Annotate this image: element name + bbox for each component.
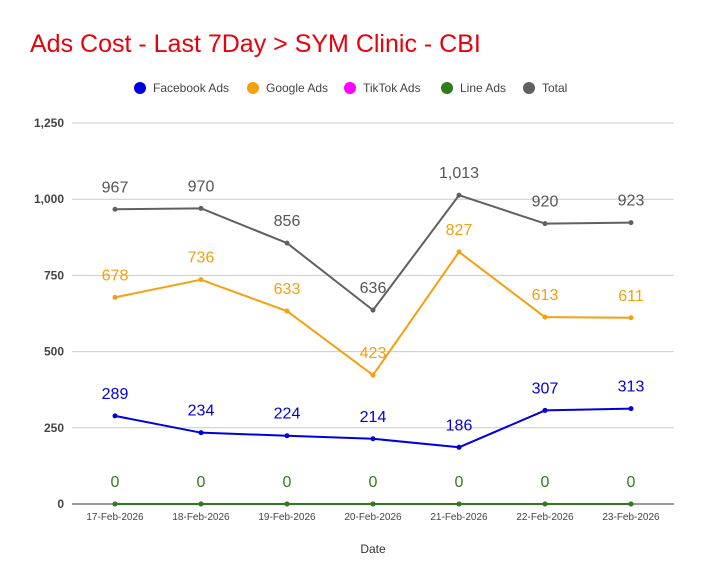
legend-item: Facebook Ads <box>134 81 229 95</box>
data-label: 636 <box>360 280 387 297</box>
data-label: 224 <box>274 406 301 423</box>
data-label: 313 <box>618 379 645 396</box>
data-point <box>284 308 290 314</box>
grid-lines <box>72 122 674 429</box>
series-total <box>112 192 634 313</box>
y-tick-label: 250 <box>44 421 64 435</box>
legend-swatch <box>247 82 259 94</box>
data-point <box>542 407 548 413</box>
data-label: 289 <box>102 386 129 403</box>
legend: Facebook Ads Google Ads TikTok Ads Line Ads… <box>134 81 567 95</box>
data-point <box>628 315 634 321</box>
axes: 0 250 500 750 1,000 1,250 17-Feb-2026 18-Feb-20… <box>34 116 674 523</box>
data-point <box>198 430 204 436</box>
data-label: 214 <box>360 409 387 426</box>
data-label: 611 <box>618 288 644 305</box>
data-label: 0 <box>455 474 464 491</box>
data-point <box>112 206 118 212</box>
series-line-ads <box>112 501 634 507</box>
data-label: 0 <box>197 474 206 491</box>
data-point <box>284 433 290 439</box>
data-point <box>542 501 548 507</box>
data-point <box>112 413 118 419</box>
data-label: 0 <box>283 474 292 491</box>
data-label: 0 <box>369 474 378 491</box>
x-tick-label: 18-Feb-2026 <box>172 512 230 523</box>
data-label: 920 <box>532 194 559 211</box>
legend-label: Facebook Ads <box>153 81 229 95</box>
legend-swatch <box>523 82 535 94</box>
data-point <box>456 249 462 255</box>
x-tick-label: 17-Feb-2026 <box>86 512 144 523</box>
data-point <box>284 240 290 246</box>
data-label: 423 <box>360 345 387 362</box>
legend-label: Line Ads <box>460 81 506 95</box>
data-label: 186 <box>446 417 473 434</box>
data-label: 967 <box>102 179 129 196</box>
data-point <box>456 192 462 198</box>
legend-swatch <box>441 82 453 94</box>
y-tick-label: 500 <box>44 345 64 359</box>
x-axis-label: Date <box>360 542 386 556</box>
y-tick-label: 0 <box>57 497 64 511</box>
data-point <box>542 314 548 320</box>
data-point <box>628 220 634 226</box>
x-tick-label: 23-Feb-2026 <box>602 512 660 523</box>
data-label: 856 <box>274 213 301 230</box>
data-labels: 289 234 224 214 186 307 313 678 736 633 423 827 613 6… <box>102 165 645 491</box>
data-point <box>370 436 376 442</box>
x-tick-label: 19-Feb-2026 <box>258 512 316 523</box>
data-point <box>370 372 376 378</box>
data-point <box>198 501 204 507</box>
data-label: 0 <box>541 474 550 491</box>
x-tick-label: 21-Feb-2026 <box>430 512 488 523</box>
data-point <box>628 501 634 507</box>
y-tick-label: 1,000 <box>34 192 64 206</box>
data-label: 827 <box>446 222 473 239</box>
legend-label: Google Ads <box>266 81 328 95</box>
data-label: 234 <box>188 403 215 420</box>
data-point <box>628 406 634 412</box>
series-google-ads <box>112 249 634 378</box>
data-point <box>456 501 462 507</box>
legend-item: TikTok Ads <box>344 81 421 95</box>
data-point <box>370 307 376 313</box>
legend-label: TikTok Ads <box>363 81 421 95</box>
data-point <box>198 205 204 211</box>
data-point <box>198 277 204 283</box>
chart-title: Ads Cost - Last 7Day > SYM Clinic - CBI <box>30 30 481 58</box>
data-label: 678 <box>102 267 129 284</box>
y-tick-label: 1,250 <box>34 116 64 130</box>
data-point <box>112 294 118 300</box>
data-point <box>542 221 548 227</box>
data-label: 613 <box>532 287 559 304</box>
data-point <box>370 501 376 507</box>
data-label: 0 <box>111 474 120 491</box>
data-label: 736 <box>188 250 215 267</box>
data-point <box>456 444 462 450</box>
data-label: 970 <box>188 178 215 195</box>
data-label: 923 <box>618 193 645 210</box>
legend-item: Google Ads <box>247 81 328 95</box>
data-label: 0 <box>627 474 636 491</box>
data-label: 307 <box>532 380 559 397</box>
data-point <box>112 501 118 507</box>
x-tick-label: 20-Feb-2026 <box>344 512 402 523</box>
data-point <box>284 501 290 507</box>
x-tick-label: 22-Feb-2026 <box>516 512 574 523</box>
data-label: 1,013 <box>439 165 479 182</box>
legend-swatch <box>344 82 356 94</box>
legend-item: Total <box>523 81 567 95</box>
series-facebook-ads <box>112 406 634 450</box>
y-tick-label: 750 <box>44 268 64 282</box>
legend-swatch <box>134 82 146 94</box>
legend-item: Line Ads <box>441 81 506 95</box>
data-label: 633 <box>274 281 301 298</box>
legend-label: Total <box>542 81 567 95</box>
series-lines <box>112 192 634 507</box>
